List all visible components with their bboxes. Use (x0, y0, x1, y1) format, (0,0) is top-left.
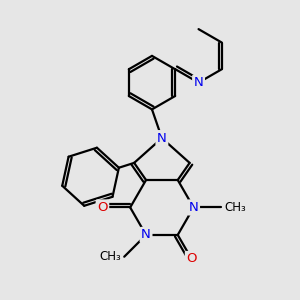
Text: N: N (194, 76, 203, 89)
Text: N: N (189, 201, 199, 214)
Text: CH₃: CH₃ (224, 201, 246, 214)
Text: CH₃: CH₃ (100, 250, 121, 263)
Text: O: O (186, 252, 197, 266)
Text: N: N (141, 228, 151, 242)
Text: O: O (97, 201, 108, 214)
Text: N: N (157, 132, 167, 145)
